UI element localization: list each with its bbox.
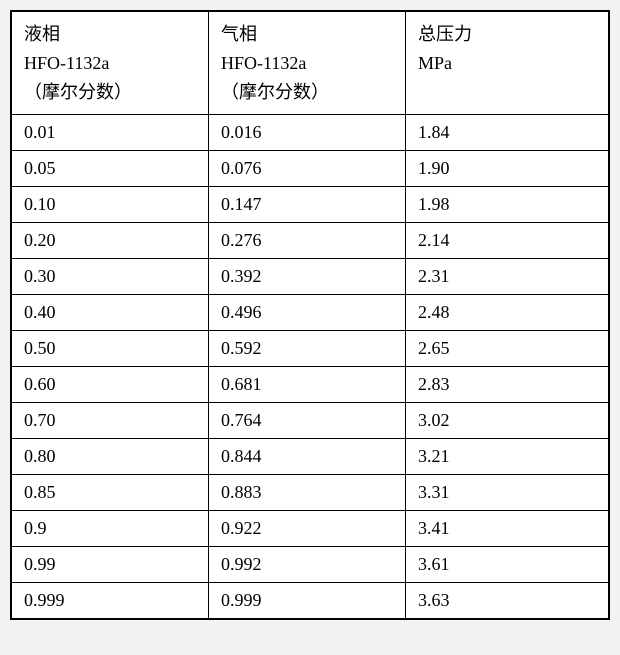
table-row: 0.400.4962.48: [12, 295, 609, 331]
table-cell: 3.02: [406, 403, 609, 439]
header-text: HFO-1132a: [221, 49, 393, 78]
header-text: 气相: [221, 20, 393, 49]
table-row: 0.9990.9993.63: [12, 583, 609, 619]
table-cell: 0.392: [209, 259, 406, 295]
header-text: HFO-1132a: [24, 49, 196, 78]
header-text: （摩尔分数）: [221, 78, 393, 107]
table-cell: 0.01: [12, 115, 209, 151]
table-cell: 0.076: [209, 151, 406, 187]
table-row: 0.200.2762.14: [12, 223, 609, 259]
table-cell: 0.80: [12, 439, 209, 475]
header-text: 总压力: [418, 20, 596, 49]
table-row: 0.050.0761.90: [12, 151, 609, 187]
table-cell: 0.85: [12, 475, 209, 511]
table-cell: 3.31: [406, 475, 609, 511]
table-cell: 3.41: [406, 511, 609, 547]
header-text: 液相: [24, 20, 196, 49]
table-cell: 0.60: [12, 367, 209, 403]
table-cell: 0.30: [12, 259, 209, 295]
table-cell: 0.99: [12, 547, 209, 583]
table-cell: 0.9: [12, 511, 209, 547]
table-cell: 0.50: [12, 331, 209, 367]
table-cell: 1.98: [406, 187, 609, 223]
table-cell: 0.496: [209, 295, 406, 331]
table-cell: 2.14: [406, 223, 609, 259]
table-cell: 2.31: [406, 259, 609, 295]
table-cell: 0.999: [12, 583, 209, 619]
table-cell: 0.70: [12, 403, 209, 439]
table-cell: 0.764: [209, 403, 406, 439]
table-row: 0.300.3922.31: [12, 259, 609, 295]
table-row: 0.800.8443.21: [12, 439, 609, 475]
table-cell: 2.48: [406, 295, 609, 331]
table-row: 0.100.1471.98: [12, 187, 609, 223]
column-header-pressure: 总压力 MPa: [406, 12, 609, 115]
table-cell: 0.844: [209, 439, 406, 475]
table-cell: 0.276: [209, 223, 406, 259]
table-cell: 0.10: [12, 187, 209, 223]
table-cell: 0.999: [209, 583, 406, 619]
table-cell: 1.90: [406, 151, 609, 187]
table-cell: 3.63: [406, 583, 609, 619]
table-row: 0.600.6812.83: [12, 367, 609, 403]
header-text: （摩尔分数）: [24, 78, 196, 107]
table-cell: 0.681: [209, 367, 406, 403]
table-cell: 0.40: [12, 295, 209, 331]
table-cell: 0.147: [209, 187, 406, 223]
table-row: 0.850.8833.31: [12, 475, 609, 511]
table-cell: 2.65: [406, 331, 609, 367]
table-row: 0.700.7643.02: [12, 403, 609, 439]
data-table: 液相 HFO-1132a （摩尔分数） 气相 HFO-1132a （摩尔分数） …: [11, 11, 609, 619]
table-cell: 0.05: [12, 151, 209, 187]
table-row: 0.500.5922.65: [12, 331, 609, 367]
data-table-container: 液相 HFO-1132a （摩尔分数） 气相 HFO-1132a （摩尔分数） …: [10, 10, 610, 620]
column-header-gas: 气相 HFO-1132a （摩尔分数）: [209, 12, 406, 115]
header-row: 液相 HFO-1132a （摩尔分数） 气相 HFO-1132a （摩尔分数） …: [12, 12, 609, 115]
table-row: 0.010.0161.84: [12, 115, 609, 151]
column-header-liquid: 液相 HFO-1132a （摩尔分数）: [12, 12, 209, 115]
table-cell: 3.61: [406, 547, 609, 583]
table-row: 0.90.9223.41: [12, 511, 609, 547]
table-cell: 0.20: [12, 223, 209, 259]
table-header: 液相 HFO-1132a （摩尔分数） 气相 HFO-1132a （摩尔分数） …: [12, 12, 609, 115]
table-cell: 0.992: [209, 547, 406, 583]
table-row: 0.990.9923.61: [12, 547, 609, 583]
table-cell: 1.84: [406, 115, 609, 151]
table-cell: 0.922: [209, 511, 406, 547]
table-cell: 3.21: [406, 439, 609, 475]
table-body: 0.010.0161.840.050.0761.900.100.1471.980…: [12, 115, 609, 619]
table-cell: 2.83: [406, 367, 609, 403]
table-cell: 0.592: [209, 331, 406, 367]
table-cell: 0.016: [209, 115, 406, 151]
header-text: MPa: [418, 49, 596, 78]
table-cell: 0.883: [209, 475, 406, 511]
